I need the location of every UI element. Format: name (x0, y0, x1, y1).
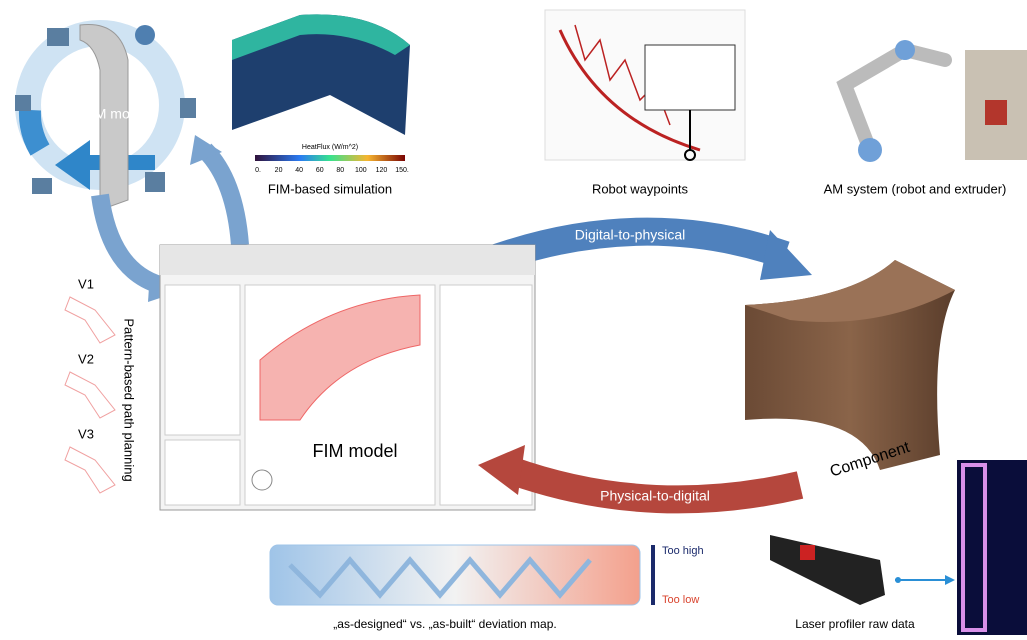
laser-profiler: Laser profiler raw data (770, 460, 1027, 635)
simulation-label: FIM-based simulation (268, 181, 392, 196)
waypoints: Robot waypoints (545, 10, 745, 196)
fim-label: FIM model (312, 441, 397, 461)
colorbar-tick: 60 (316, 167, 324, 174)
variant-label: V1 (78, 276, 94, 291)
colorbar-tick: 100 (355, 167, 367, 174)
variant-label: V2 (78, 351, 94, 366)
variant-shape (65, 372, 115, 418)
path-planning-label: Pattern-based path planning (122, 318, 137, 481)
deviation-label: „as-designed“ vs. „as-built“ deviation m… (333, 617, 556, 631)
variant-shape (65, 447, 115, 493)
simulation: HeatFlux (W/m^2) 0. 20 40 60 80 100 120 150. FI… (232, 14, 410, 196)
laser-label: Laser profiler raw data (795, 617, 915, 631)
deviation-map: Too high Too low „as-designed“ vs. „as-b… (270, 545, 704, 631)
too-low: Too low (662, 594, 699, 606)
colorbar-tick: 80 (336, 167, 344, 174)
component: Component (745, 260, 955, 481)
colorbar-tick: 120 (376, 167, 388, 174)
waypoints-label: Robot waypoints (592, 181, 689, 196)
am-system: AM system (robot and extruder) (824, 40, 1027, 196)
too-high: Too high (662, 545, 704, 557)
physical-to-digital: Physical-to-digital (600, 488, 710, 504)
bim-label: BIM model (82, 106, 149, 122)
colorbar-tick: 40 (295, 167, 303, 174)
path-planning: V1 V2 V3 Pattern-based path planning (65, 276, 137, 493)
variant-label: V3 (78, 426, 94, 441)
bim-cycle: BIM model (15, 24, 196, 210)
am-label: AM system (robot and extruder) (824, 181, 1007, 196)
colorbar-tick: 20 (275, 167, 283, 174)
page: BIM model HeatFlux (W/m^2) 0. 20 40 60 80 100… (0, 0, 1027, 640)
colorbar-title: HeatFlux (W/m^2) (302, 144, 358, 151)
variant-shape (65, 297, 115, 343)
digital-to-physical: Digital-to-physical (575, 227, 685, 243)
software-window: FIM model (160, 245, 535, 510)
diagram: BIM model HeatFlux (W/m^2) 0. 20 40 60 80 100… (0, 0, 1027, 635)
colorbar-tick: 0. (255, 167, 261, 174)
colorbar-tick: 150. (395, 167, 409, 174)
